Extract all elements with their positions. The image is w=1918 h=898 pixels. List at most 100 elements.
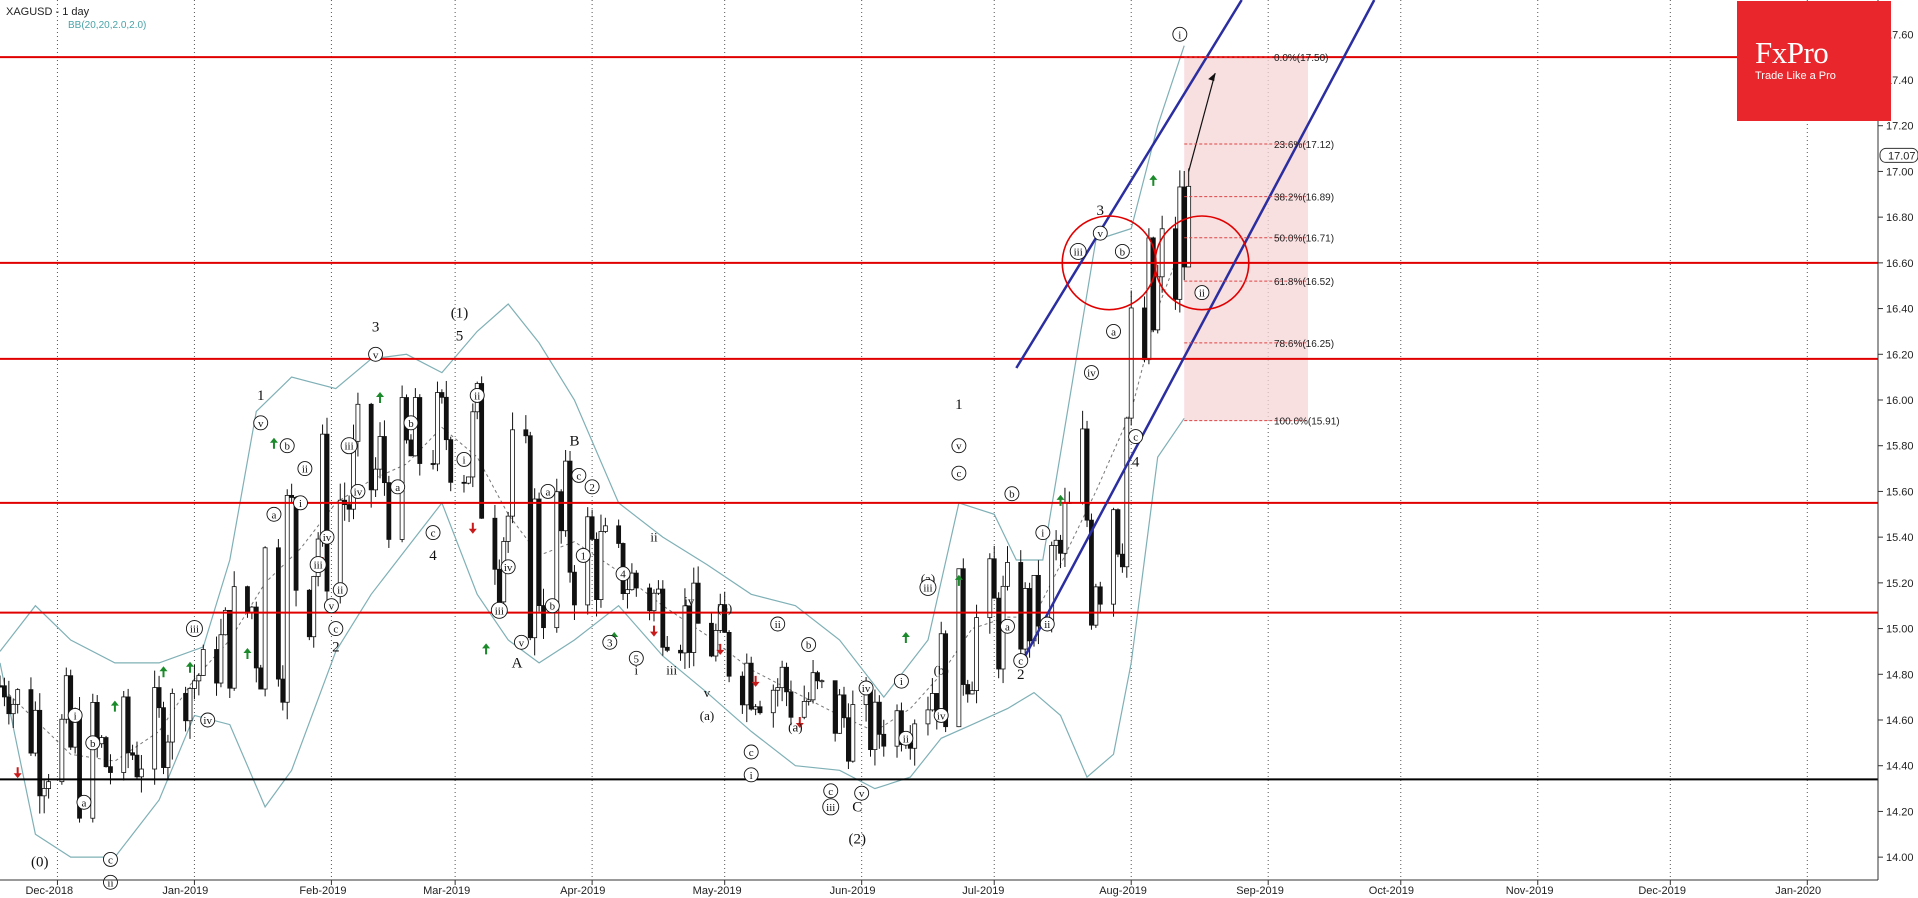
y-tick-label: 14.60 [1886,715,1914,727]
candle-body [527,435,533,639]
logo-brand: FxPro [1755,35,1829,70]
candle-body [682,605,688,654]
buy-signal-arrow [110,700,119,712]
wave-circled-label: iii [314,560,323,572]
wave-circled-label: a [395,482,400,494]
wave-label: B [569,434,579,450]
x-tick-label: Nov-2019 [1506,885,1554,897]
candle-body [1022,588,1028,650]
wave-circled-label: a [1005,621,1010,633]
candle-body [430,463,436,465]
y-tick-label: 14.40 [1886,761,1914,773]
candle-body [214,649,219,684]
candle-body [1119,553,1125,568]
candle-body [974,617,979,691]
wave-circled-label: ii [474,390,480,402]
sell-signal-arrow [751,675,760,687]
wave-circled-label: iii [826,802,835,814]
candle-body [435,392,440,465]
candle-body [713,630,719,657]
fib-label: 61.8%(16.52) [1274,277,1334,288]
y-tick-label: 15.00 [1886,624,1914,636]
x-tick-label: Sep-2019 [1236,885,1284,897]
wave-label: (2) [849,831,867,847]
wave-circled-label: iv [504,562,513,574]
wave-circled-label: v [1098,228,1104,240]
candle-body [788,691,794,718]
candle-body [139,768,144,778]
wave-label: iii [666,662,677,677]
candle-body [633,572,639,589]
wave-circle [403,415,419,431]
candle-body [739,675,745,706]
wave-circled-label: c [956,468,961,480]
candle-body [876,701,882,735]
candle-body [810,672,816,701]
wave-circled-label: b [284,441,290,453]
wave-circled-label: iii [923,582,932,594]
x-tick-label: Jan-2020 [1775,885,1821,897]
candle-body [660,588,666,648]
x-tick-label: Dec-2019 [1638,885,1686,897]
wave-label: A [512,655,523,671]
wave-label: ii [650,530,658,545]
candle-body [227,609,233,689]
wave-circle [898,730,914,746]
wave-circled-label: 1 [581,550,587,562]
candle-body [625,589,630,594]
channel-line [1015,0,1243,369]
candle-body [492,517,498,570]
wave-circled-label: iv [354,486,363,498]
wave-label: (a) [700,708,714,723]
candle-body [1062,502,1068,554]
fxpro-logo[interactable]: FxPro Trade Like a Pro [1737,1,1891,121]
last-price-label: 17.07 [1888,150,1916,162]
wave-label: 3 [1097,203,1105,219]
candle-body [1128,307,1134,419]
candle-body [108,766,113,773]
y-tick-label: 15.40 [1886,532,1914,544]
candle-body [841,694,847,719]
candle-body [377,436,383,470]
candle-body [770,689,776,714]
wave-circle [323,598,339,614]
horizontal-levels [0,56,1878,781]
candle-body [1159,228,1165,278]
candle-body [470,411,476,478]
wave-circle [297,461,313,477]
wave-circled-label: a [272,509,277,521]
candle-body [258,667,264,690]
wave-circled-label: ii [775,619,781,631]
wave-circled-label: v [956,441,962,453]
wave-label: 4 [429,548,437,564]
candle-body [717,604,723,631]
candle-body [567,460,573,573]
candle-body [324,433,330,592]
wave-circle [500,559,516,575]
wave-circled-label: iv [1087,368,1096,380]
wave-circle [951,465,967,481]
candle-body [925,709,931,725]
wave-circle [933,707,949,723]
candle-body [386,482,392,540]
x-tick-label: Aug-2019 [1099,885,1147,897]
candle-body [443,396,449,441]
wave-circle [628,650,644,666]
wave-circle [575,547,591,563]
wave-circle [801,637,817,653]
candle-body [801,701,807,718]
candle-body [169,693,175,743]
wave-label: (0) [31,854,49,870]
y-tick-label: 16.80 [1886,212,1914,224]
candle-body [0,685,3,688]
candle-body [1115,509,1121,555]
candle-body [678,649,683,654]
highlight-circle [1154,215,1250,311]
wave-circled-label: i [1041,528,1044,540]
candle-body [408,439,414,457]
candle-body [779,666,785,689]
wave-circle [1035,525,1051,541]
candle-body [775,687,781,691]
